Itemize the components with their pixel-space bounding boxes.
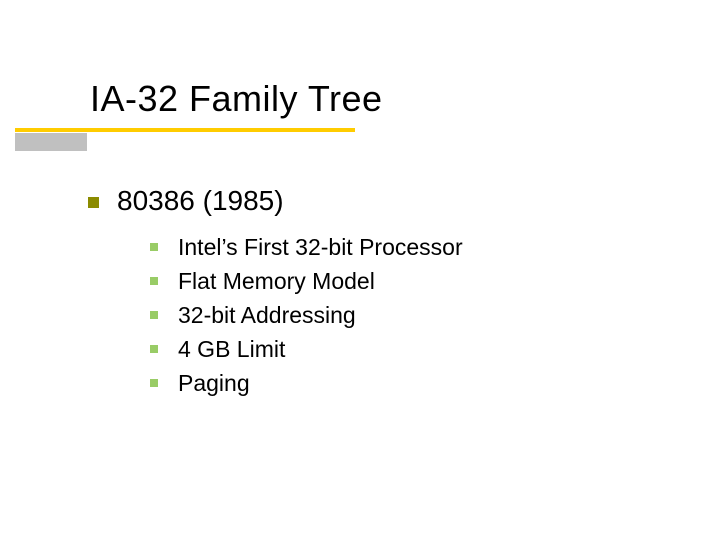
list-item: Intel’s First 32-bit Processor — [150, 232, 463, 262]
list-item: 80386 (1985) — [88, 185, 284, 217]
list-item: 4 GB Limit — [150, 334, 463, 364]
square-bullet-icon — [150, 311, 158, 319]
bullet-level1-list: 80386 (1985) — [88, 185, 284, 217]
bullet-level2-text: Intel’s First 32-bit Processor — [178, 232, 463, 262]
list-item: Paging — [150, 368, 463, 398]
square-bullet-icon — [150, 277, 158, 285]
title-wrap: IA-32 Family Tree — [90, 78, 383, 120]
square-bullet-icon — [88, 197, 99, 208]
bullet-level2-text: Flat Memory Model — [178, 266, 375, 296]
title-underline-yellow — [15, 128, 355, 132]
bullet-level1-text: 80386 (1985) — [117, 185, 284, 217]
slide: IA-32 Family Tree 80386 (1985) Intel’s F… — [0, 0, 720, 540]
title-underline-grey — [15, 133, 87, 151]
bullet-level2-text: 4 GB Limit — [178, 334, 285, 364]
square-bullet-icon — [150, 243, 158, 251]
list-item: Flat Memory Model — [150, 266, 463, 296]
bullet-level2-text: 32-bit Addressing — [178, 300, 356, 330]
square-bullet-icon — [150, 379, 158, 387]
square-bullet-icon — [150, 345, 158, 353]
list-item: 32-bit Addressing — [150, 300, 463, 330]
bullet-level2-text: Paging — [178, 368, 250, 398]
bullet-level2-list: Intel’s First 32-bit Processor Flat Memo… — [150, 232, 463, 402]
slide-title: IA-32 Family Tree — [90, 78, 383, 120]
